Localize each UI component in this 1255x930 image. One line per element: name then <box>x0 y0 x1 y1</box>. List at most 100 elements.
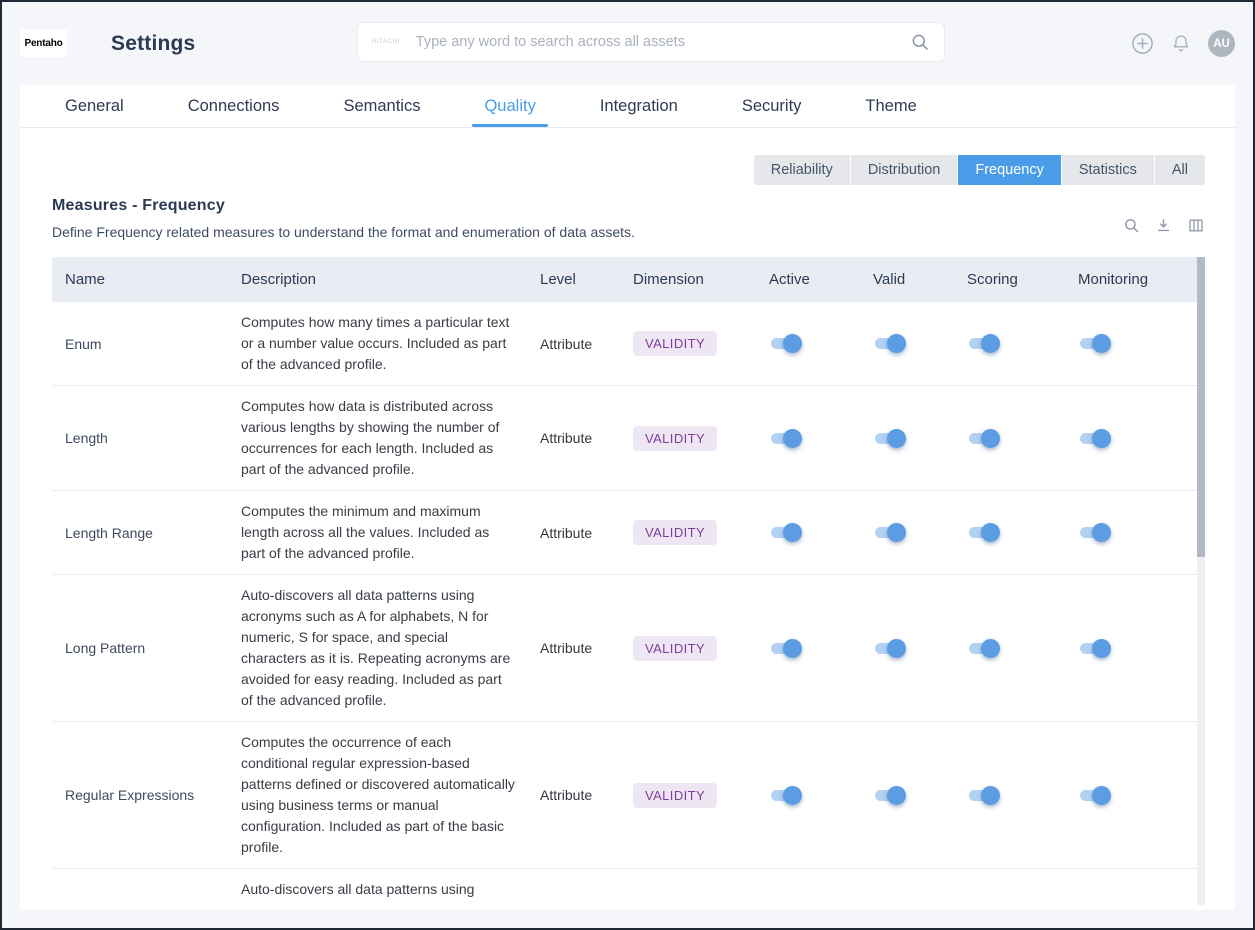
active-toggle[interactable] <box>771 428 802 448</box>
active-toggle[interactable] <box>771 785 802 805</box>
content-card: General Connections Semantics Quality Integr… <box>20 85 1235 910</box>
vertical-scrollbar[interactable] <box>1197 257 1205 905</box>
row-name <box>52 869 241 910</box>
column-header-valid[interactable]: Valid <box>873 271 906 288</box>
search-input[interactable] <box>415 34 910 50</box>
table-row: Length Computes how data is distributed a… <box>52 386 1205 491</box>
valid-toggle[interactable] <box>875 523 906 542</box>
filter-all[interactable]: All <box>1154 155 1205 185</box>
row-dimension <box>633 869 757 910</box>
toggle-knob <box>981 428 1000 448</box>
toggle-knob <box>783 523 802 542</box>
tab-integration[interactable]: Integration <box>599 96 678 115</box>
row-active-cell <box>757 491 861 574</box>
row-level: Attribute <box>540 787 593 803</box>
row-level: Attribute <box>540 430 593 446</box>
toggle-knob <box>1092 785 1111 805</box>
scoring-toggle[interactable] <box>969 785 1000 805</box>
dimension-badge: VALIDITY <box>633 425 718 451</box>
measures-table: Name Description Level Dimension Active Valid… <box>52 257 1205 910</box>
row-dimension: VALIDITY <box>633 575 757 721</box>
tab-bar: General Connections Semantics Quality Integr… <box>20 85 1235 128</box>
scrollbar-thumb[interactable] <box>1197 257 1205 557</box>
table-body: Enum Computes how many times a particular… <box>52 302 1205 910</box>
row-name: Long Pattern <box>65 640 146 656</box>
monitoring-toggle[interactable] <box>1080 428 1111 448</box>
monitoring-toggle[interactable] <box>1080 334 1111 353</box>
toggle-knob <box>783 428 802 448</box>
row-valid-cell <box>861 302 955 385</box>
toggle-knob <box>981 638 1000 658</box>
notifications-icon[interactable] <box>1171 33 1191 54</box>
valid-toggle[interactable] <box>875 334 906 353</box>
column-header-active[interactable]: Active <box>769 271 810 288</box>
dimension-badge: VALIDITY <box>633 331 718 356</box>
monitoring-toggle[interactable] <box>1080 638 1111 658</box>
section-title: Measures - Frequency <box>52 197 225 214</box>
avatar[interactable]: AU <box>1208 30 1235 57</box>
scoring-toggle[interactable] <box>969 428 1000 448</box>
filter-distribution[interactable]: Distribution <box>850 155 958 185</box>
column-header-name[interactable]: Name <box>65 271 106 288</box>
toggle-knob <box>783 334 802 353</box>
row-name: Length Range <box>65 524 153 541</box>
row-valid-cell <box>861 869 955 910</box>
column-header-dimension[interactable]: Dimension <box>633 271 704 288</box>
row-scoring-cell <box>955 575 1066 721</box>
tab-connections[interactable]: Connections <box>187 96 280 115</box>
row-monitoring-cell <box>1066 722 1205 868</box>
row-scoring-cell <box>955 491 1066 574</box>
row-description: Computes how many times a particular tex… <box>241 314 510 372</box>
filter-reliability[interactable]: Reliability <box>753 155 850 185</box>
valid-toggle[interactable] <box>875 638 906 658</box>
row-dimension: VALIDITY <box>633 302 757 385</box>
monitoring-toggle[interactable] <box>1080 785 1111 805</box>
filter-statistics[interactable]: Statistics <box>1061 155 1154 185</box>
toggle-knob <box>783 785 802 805</box>
tab-theme[interactable]: Theme <box>865 96 917 115</box>
table-search-icon[interactable] <box>1123 217 1140 234</box>
row-name: Length <box>65 430 108 446</box>
valid-toggle[interactable] <box>875 785 906 805</box>
tab-general[interactable]: General <box>65 96 124 115</box>
active-toggle[interactable] <box>771 638 802 658</box>
row-description: Computes the minimum and maximum length … <box>241 503 490 561</box>
row-level: Attribute <box>540 640 593 656</box>
section-header: Measures - Frequency Define Frequency re… <box>52 197 1205 240</box>
column-header-description[interactable]: Description <box>241 271 317 288</box>
scoring-toggle[interactable] <box>969 638 1000 658</box>
active-toggle[interactable] <box>771 334 802 353</box>
tab-semantics[interactable]: Semantics <box>343 96 421 115</box>
hitachi-brand-label: HITACHI <box>372 39 400 45</box>
filter-frequency[interactable]: Frequency <box>958 155 1061 185</box>
columns-icon[interactable] <box>1187 217 1205 234</box>
toggle-knob <box>783 638 802 658</box>
active-toggle[interactable] <box>771 523 802 542</box>
row-scoring-cell <box>955 302 1066 385</box>
tab-security[interactable]: Security <box>741 96 802 115</box>
column-header-monitoring[interactable]: Monitoring <box>1078 271 1149 288</box>
monitoring-toggle[interactable] <box>1080 523 1111 542</box>
row-active-cell <box>757 722 861 868</box>
download-icon[interactable] <box>1155 217 1172 234</box>
toggle-knob <box>1092 428 1111 448</box>
tab-quality[interactable]: Quality <box>472 85 549 127</box>
toggle-knob <box>981 334 1000 353</box>
scoring-toggle[interactable] <box>969 523 1000 542</box>
toggle-knob <box>981 523 1000 542</box>
column-header-level[interactable]: Level <box>540 271 576 288</box>
table-row: Long Pattern Auto-discovers all data patt… <box>52 575 1205 722</box>
row-description: Computes the occurrence of each conditio… <box>241 734 515 855</box>
scoring-toggle[interactable] <box>969 334 1000 353</box>
row-level <box>540 869 633 910</box>
add-icon[interactable] <box>1131 32 1154 55</box>
dimension-badge: VALIDITY <box>633 520 718 545</box>
row-valid-cell <box>861 575 955 721</box>
search-icon[interactable] <box>910 32 930 52</box>
row-scoring-cell <box>955 722 1066 868</box>
column-header-scoring[interactable]: Scoring <box>967 271 1018 288</box>
valid-toggle[interactable] <box>875 428 906 448</box>
global-search[interactable]: HITACHI <box>357 22 945 62</box>
toggle-knob <box>1092 523 1111 542</box>
